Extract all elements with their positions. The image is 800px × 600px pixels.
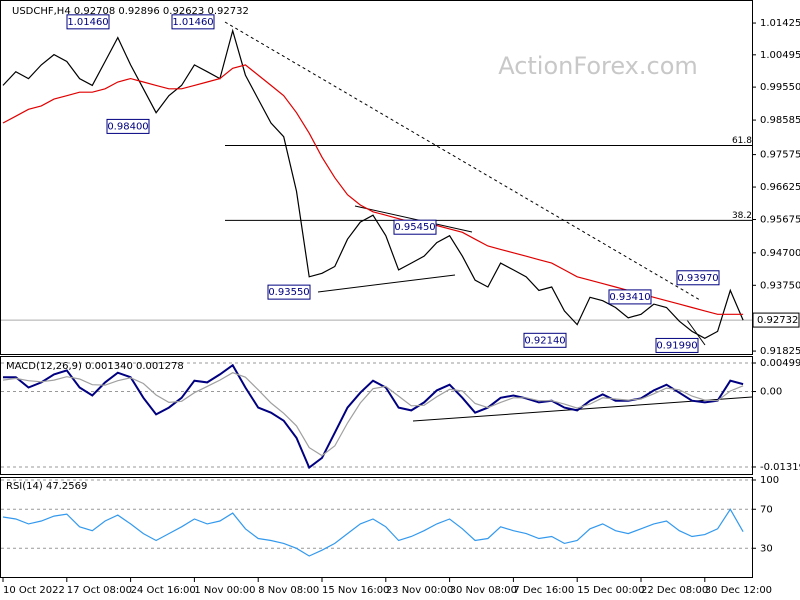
annotation-label: 0.93410 (609, 292, 650, 303)
series-line (2, 508, 744, 557)
x-tick-label: 24 Oct 16:00 (131, 585, 196, 596)
annotation-label: 0.93970 (677, 273, 718, 284)
y-tick-label: 0.96625 (760, 182, 800, 193)
x-tick-label: 7 Dec 16:00 (513, 585, 574, 596)
x-tick-label: 17 Oct 08:00 (67, 585, 132, 596)
last-price-label: 0.92732 (757, 315, 798, 326)
series-line (2, 64, 744, 315)
annotation-box (676, 270, 720, 286)
annotation-box (106, 118, 150, 134)
trend-line (317, 274, 456, 293)
x-tick-label: 8 Nov 08:00 (258, 585, 319, 596)
x-tick-label: 23 Nov 00:00 (386, 585, 453, 596)
annotation-label: 0.91990 (656, 340, 697, 351)
y-tick-label: 0.98585 (760, 115, 800, 126)
rsi-panel (0, 477, 753, 578)
price-panel (0, 0, 753, 355)
annotation-box (66, 14, 110, 30)
panel-title: USDCHF,H4 0.92708 0.92896 0.92623 0.9273… (12, 6, 249, 17)
annotation-label: 1.01460 (67, 17, 108, 28)
trend-line (354, 205, 473, 233)
y-tick-label: 0.95675 (760, 215, 800, 226)
macd-panel (0, 356, 753, 475)
trend-line (686, 319, 706, 346)
annotation-box (655, 337, 699, 353)
y-tick-label: 0.91825 (760, 346, 800, 357)
y-tick-label: 0.99550 (760, 82, 800, 93)
series-line (3, 363, 744, 470)
annotation-box (171, 14, 215, 30)
x-tick-label: 30 Nov 08:00 (450, 585, 517, 596)
x-tick-label: 30 Dec 12:00 (705, 585, 772, 596)
annotation-box (267, 284, 311, 300)
x-tick-label: 15 Nov 16:00 (322, 585, 389, 596)
x-tick-label: 1 Nov 00:00 (194, 585, 255, 596)
annotation-label: 0.98400 (107, 121, 148, 132)
annotation-label: 0.95450 (394, 222, 435, 233)
y-tick-label: 30 (760, 543, 773, 554)
fib-label: 61.8 (732, 136, 752, 146)
y-tick-label: -0.013193 (760, 462, 800, 473)
y-tick-label: 1.00495 (760, 50, 800, 61)
panel-title: MACD(12,26,9) 0.001340 0.001278 (6, 361, 184, 372)
fib-label: 38.2 (732, 211, 752, 221)
watermark: ActionForex.com (498, 52, 698, 80)
y-tick-label: 0.97575 (760, 150, 800, 161)
trend-line (224, 21, 701, 301)
last-price-box (752, 312, 800, 328)
y-tick-label: 0.004993 (760, 358, 800, 369)
y-tick-label: 100 (760, 475, 779, 486)
x-tick-label: 15 Dec 00:00 (577, 585, 644, 596)
annotation-label: 1.01460 (172, 17, 213, 28)
annotation-label: 0.92140 (524, 335, 565, 346)
annotation-box (608, 289, 652, 305)
y-tick-label: 0.93750 (760, 280, 800, 291)
y-tick-label: 0.94700 (760, 248, 800, 259)
annotation-box (523, 332, 567, 348)
x-tick-label: 10 Oct 2022 (3, 585, 65, 596)
y-tick-label: 70 (760, 504, 773, 515)
y-tick-label: 1.01425 (760, 18, 800, 29)
x-tick-label: 22 Dec 08:00 (641, 585, 708, 596)
series-line (2, 28, 744, 339)
y-tick-label: 0.00 (760, 387, 782, 398)
panel-title: RSI(14) 47.2569 (6, 481, 87, 492)
series-line (2, 372, 744, 457)
annotation-label: 0.93550 (268, 287, 309, 298)
annotation-box (393, 219, 437, 235)
